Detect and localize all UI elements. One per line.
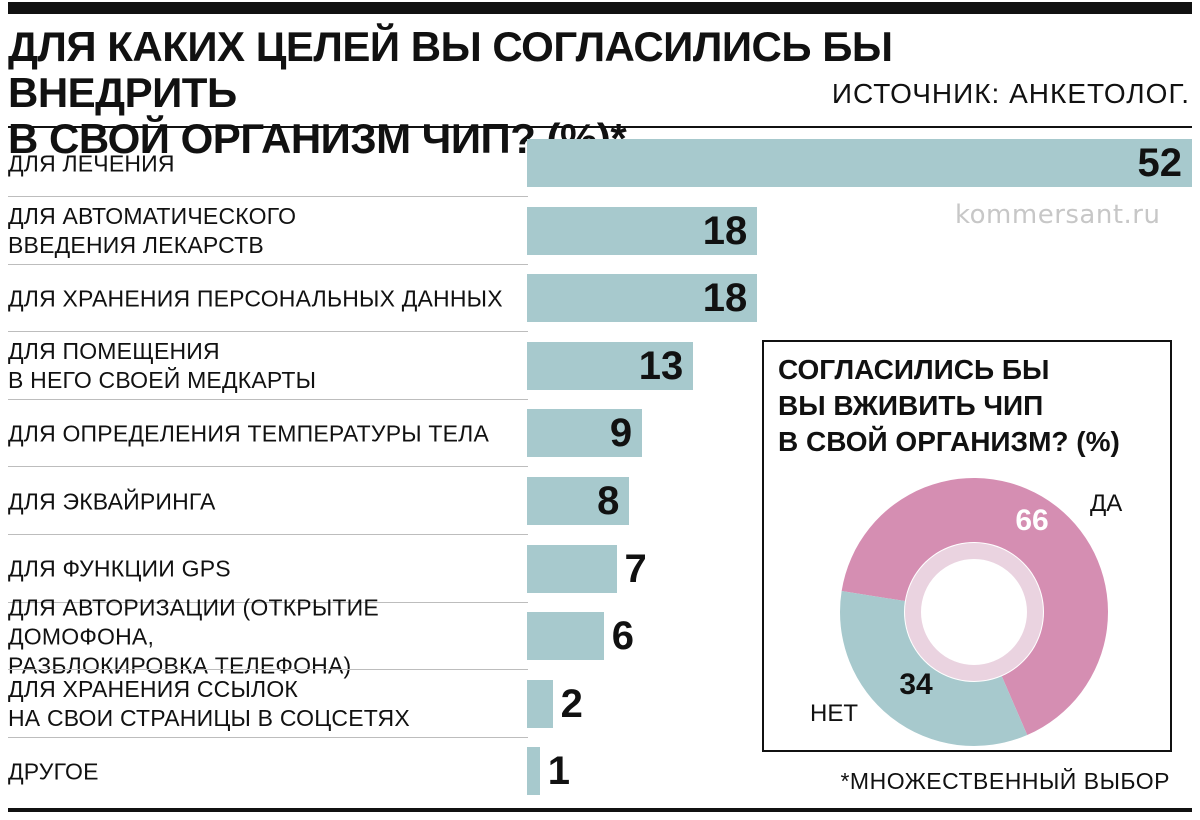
bar-row: ДЛЯ ОПРЕДЕЛЕНИЯ ТЕМПЕРАТУРЫ ТЕЛА 9 [8, 400, 1192, 468]
top-rule [8, 2, 1192, 14]
bar [527, 139, 1192, 187]
bar-row: ДЛЯ ФУНКЦИИ GPS 7 [8, 536, 1192, 603]
bar-value-label: 9 [609, 411, 633, 456]
bar-value-label: 18 [702, 208, 748, 253]
bar [527, 544, 617, 593]
bar-value-label: 1 [547, 749, 571, 794]
category-label: ДЛЯ ХРАНЕНИЯ ССЫЛОК НА СВОИ СТРАНИЦЫ В СО… [8, 675, 518, 733]
category-label: ДЛЯ ЭКВАЙРИНГА [8, 487, 518, 516]
bar-row: ДЛЯ ЭКВАЙРИНГА 8 [8, 468, 1192, 535]
category-label: ДЛЯ АВТОРИЗАЦИИ (ОТКРЫТИЕ ДОМОФОНА, РАЗБЛ… [8, 593, 518, 680]
slice-label: НЕТ [810, 700, 858, 727]
row-separator [8, 196, 528, 197]
row-separator [8, 398, 528, 400]
bar [527, 409, 643, 458]
inset-title-line: ВЫ ВЖИВИТЬ ЧИП [778, 390, 1044, 421]
category-label-line: ДЛЯ ХРАНЕНИЯ ПЕРСОНАЛЬНЫХ ДАННЫХ [8, 285, 503, 312]
bar-row: ДРУГОЕ 1 [8, 738, 1192, 805]
source-note: ИСТОЧНИК: АНКЕТОЛОГ. [831, 78, 1190, 109]
bar-value-label: 18 [702, 276, 748, 321]
bar [527, 341, 694, 390]
category-label: ДЛЯ АВТОМАТИЧЕСКОГО ВВЕДЕНИЯ ЛЕКАРСТВ [8, 202, 518, 260]
chart-title-line: В СВОЙ ОРГАНИЗМ ЧИП? (%)* [8, 115, 627, 162]
bar-value-label: 6 [611, 614, 634, 659]
bar-value-label: 13 [638, 343, 684, 388]
slice-value-label: 34 [899, 668, 933, 701]
donut-inner-ring [905, 543, 1043, 681]
category-label-line: ВВЕДЕНИЯ ЛЕКАРСТВ [8, 232, 264, 259]
chart-title-line: ДЛЯ КАКИХ ЦЕЛЕЙ ВЫ СОГЛАСИЛИСЬ БЫ ВНЕДРИ… [8, 23, 893, 116]
category-label-line: ДЛЯ ОПРЕДЕЛЕНИЯ ТЕМПЕРАТУРЫ ТЕЛА [8, 420, 490, 447]
slice-value-label: 66 [1015, 504, 1048, 537]
category-label: ДЛЯ ПОМЕЩЕНИЯ В НЕГО СВОЕЙ МЕДКАРТЫ [8, 337, 518, 395]
category-label: ДЛЯ ФУНКЦИИ GPS [8, 555, 518, 584]
inset-title: СОГЛАСИЛИСЬ БЫ ВЫ ВЖИВИТЬ ЧИП В СВОЙ ОРГ… [778, 352, 1120, 460]
category-label: ДЛЯ ХРАНЕНИЯ ПЕРСОНАЛЬНЫХ ДАННЫХ [8, 284, 518, 313]
inset-donut-panel: СОГЛАСИЛИСЬ БЫ ВЫ ВЖИВИТЬ ЧИП В СВОЙ ОРГ… [762, 340, 1172, 752]
bar-row: ДЛЯ ХРАНЕНИЯ ССЫЛОК НА СВОИ СТРАНИЦЫ В СО… [8, 671, 1192, 738]
category-label: ДРУГОЕ [8, 757, 518, 786]
footnote: *МНОЖЕСТВЕННЫЙ ВЫБОР [840, 768, 1170, 794]
row-separator [8, 331, 528, 333]
row-separator [8, 601, 528, 603]
bar-row: ДЛЯ ПОМЕЩЕНИЯ В НЕГО СВОЕЙ МЕДКАРТЫ 13 [8, 333, 1192, 400]
category-label-line: ДРУГОЕ [8, 758, 99, 785]
category-label-line: ДЛЯ ПОМЕЩЕНИЯ [8, 338, 220, 365]
donut-slice [841, 478, 1108, 735]
bar [527, 747, 540, 796]
bar [527, 679, 553, 728]
row-separator [8, 669, 528, 671]
category-label-line: ДЛЯ ХРАНЕНИЯ ССЫЛОК [8, 676, 299, 703]
category-label-line: ДЛЯ АВТОМАТИЧЕСКОГО [8, 203, 297, 230]
bar [527, 206, 758, 255]
category-label-line: НА СВОИ СТРАНИЦЫ В СОЦСЕТЯХ [8, 705, 410, 732]
row-separator [8, 736, 528, 738]
category-label-line: РАЗБЛОКИРОВКА ТЕЛЕФОНА) [8, 652, 352, 679]
bar-row: ДЛЯ АВТОРИЗАЦИИ (ОТКРЫТИЕ ДОМОФОНА, РАЗБЛ… [8, 594, 1192, 678]
category-label-line: В НЕГО СВОЕЙ МЕДКАРТЫ [8, 367, 317, 394]
category-label: ДЛЯ ОПРЕДЕЛЕНИЯ ТЕМПЕРАТУРЫ ТЕЛА [8, 419, 518, 448]
category-label-line: ДЛЯ АВТОРИЗАЦИИ (ОТКРЫТИЕ ДОМОФОНА, [8, 594, 379, 650]
donut-slice [840, 591, 1028, 746]
row-separator [8, 534, 528, 535]
bar-row: ДЛЯ ХРАНЕНИЯ ПЕРСОНАЛЬНЫХ ДАННЫХ 18 [8, 265, 1192, 333]
bar [527, 274, 758, 323]
slice-label: ДА [1090, 490, 1123, 517]
bar [527, 477, 630, 525]
title-divider [8, 126, 1192, 128]
inset-title-line: СОГЛАСИЛИСЬ БЫ [778, 354, 1050, 385]
category-label-line: ДЛЯ ЛЕЧЕНИЯ [8, 150, 175, 176]
category-label: ДЛЯ ЛЕЧЕНИЯ [8, 149, 518, 178]
bar-value-label: 8 [597, 479, 620, 523]
row-separator [8, 263, 528, 265]
bar-value-label: 7 [624, 546, 647, 591]
chart-title: ДЛЯ КАКИХ ЦЕЛЕЙ ВЫ СОГЛАСИЛИСЬ БЫ ВНЕДРИ… [8, 24, 1108, 162]
bar-value-label: 52 [1137, 141, 1183, 185]
bottom-rule [8, 808, 1192, 812]
inset-title-line: В СВОЙ ОРГАНИЗМ? (%) [778, 426, 1120, 457]
row-separator [8, 466, 528, 468]
bar [527, 612, 604, 661]
category-label-line: ДЛЯ ЭКВАЙРИНГА [8, 488, 216, 514]
bar-row: ДЛЯ АВТОМАТИЧЕСКОГО ВВЕДЕНИЯ ЛЕКАРСТВ 18 [8, 198, 1192, 265]
category-label-line: ДЛЯ ФУНКЦИИ GPS [8, 555, 231, 582]
bar-value-label: 2 [560, 681, 583, 726]
bar-row: ДЛЯ ЛЕЧЕНИЯ 52 [8, 130, 1192, 197]
donut-chart: 66 34 [840, 478, 1108, 746]
watermark: kommersant.ru [955, 200, 1161, 230]
